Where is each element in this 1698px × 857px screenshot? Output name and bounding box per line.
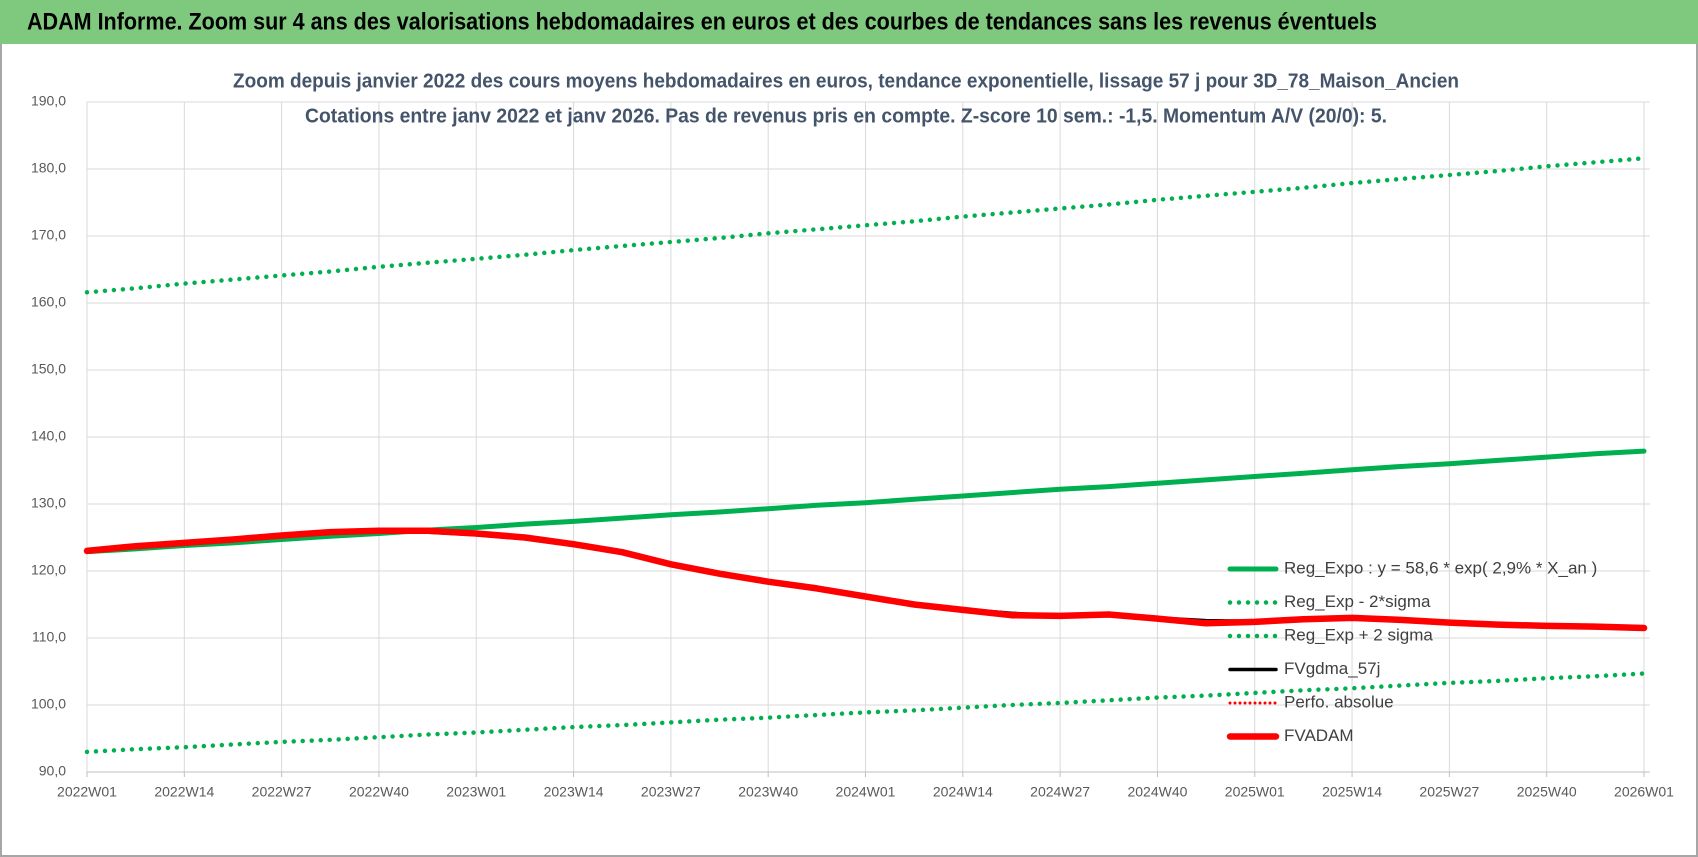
legend-label: Reg_Exp + 2 sigma	[1284, 625, 1433, 644]
series-line	[84, 448, 1647, 555]
x-tick-label: 2024W40	[1127, 784, 1187, 800]
y-tick-label: 150,0	[31, 361, 66, 377]
x-tick-label: 2025W01	[1225, 784, 1285, 800]
x-tick-label: 2024W14	[933, 784, 993, 800]
y-tick-label: 170,0	[31, 227, 66, 243]
y-tick-label: 90,0	[39, 763, 66, 779]
y-tick-label: 130,0	[31, 495, 66, 511]
series-line	[84, 156, 1647, 295]
x-tick-label: 2026W01	[1614, 784, 1674, 800]
y-tick-label: 100,0	[31, 696, 66, 712]
x-tick-label: 2023W01	[446, 784, 506, 800]
legend-label: Reg_Expo : y = 58,6 * exp( 2,9% * X_an )	[1284, 558, 1597, 577]
y-tick-label: 160,0	[31, 294, 66, 310]
y-tick-label: 140,0	[31, 428, 66, 444]
title-bg	[230, 66, 1462, 92]
y-tick-label: 190,0	[31, 93, 66, 109]
x-tick-label: 2023W27	[641, 784, 701, 800]
series-line	[83, 527, 1648, 632]
x-tick-label: 2022W40	[349, 784, 409, 800]
legend-label: Perfo. absolue	[1284, 692, 1394, 711]
x-tick-label: 2024W27	[1030, 784, 1090, 800]
x-tick-label: 2023W14	[544, 784, 604, 800]
y-tick-label: 120,0	[31, 562, 66, 578]
chart-subtitle: Cotations entre janv 2022 et janv 2026. …	[305, 105, 1387, 127]
x-tick-label: 2022W27	[252, 784, 312, 800]
x-tick-label: 2022W14	[154, 784, 214, 800]
series-line	[84, 671, 1647, 755]
legend-label: Reg_Exp - 2*sigma	[1284, 592, 1431, 611]
header-bar	[0, 0, 1698, 44]
x-tick-label: 2022W01	[57, 784, 117, 800]
legend-label: FVADAM	[1284, 726, 1354, 745]
x-tick-label: 2023W40	[738, 784, 798, 800]
chart-title: Zoom depuis janvier 2022 des cours moyen…	[233, 70, 1459, 92]
y-tick-label: 110,0	[32, 629, 66, 645]
header-title: ADAM Informe. Zoom sur 4 ans des valoris…	[27, 8, 1377, 35]
x-tick-label: 2025W27	[1419, 784, 1479, 800]
x-tick-label: 2025W40	[1517, 784, 1577, 800]
x-tick-label: 2025W14	[1322, 784, 1382, 800]
x-tick-label: 2024W01	[836, 784, 896, 800]
y-tick-label: 180,0	[31, 160, 66, 176]
legend-label: FVgdma_57j	[1284, 659, 1380, 678]
